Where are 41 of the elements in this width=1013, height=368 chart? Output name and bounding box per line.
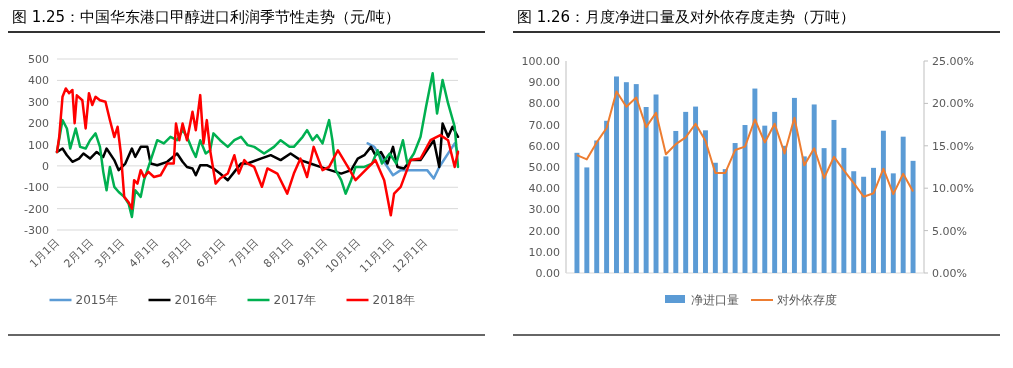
chart-title: 图 1.25：中国华东港口甲醇进口利润季节性走势（元/吨） xyxy=(12,8,401,26)
y-tick-label: 0 xyxy=(42,159,49,173)
legend-label: 净进口量 xyxy=(691,293,739,307)
y-tick-label: 50.00 xyxy=(528,161,560,174)
y-tick-label: 90.00 xyxy=(528,76,560,90)
y-tick-label: 100 xyxy=(28,138,49,152)
x-tick-label: 6月1日 xyxy=(193,235,229,271)
y2-tick-label: 5.00% xyxy=(932,224,967,238)
x-tick-label: 7月1日 xyxy=(226,235,262,271)
x-tick-label: 1月1日 xyxy=(27,235,62,271)
y-tick-label: -100 xyxy=(24,181,49,195)
y-tick-label: 80.00 xyxy=(528,97,560,111)
chart-title: 图 1.26：月度净进口量及对外依存度走势（万吨） xyxy=(517,8,856,26)
y-tick-label: 70.00 xyxy=(528,118,560,132)
y-tick-label: 100.00 xyxy=(521,55,560,68)
legend-label: 2017年 xyxy=(273,293,317,307)
x-tick-label: 8月1日 xyxy=(260,235,296,271)
y-tick-label: -300 xyxy=(24,224,49,237)
legend-label: 对外依存度 xyxy=(777,293,837,307)
y2-tick-label: 10.00% xyxy=(932,182,974,196)
y-tick-label: 0.00 xyxy=(535,267,560,280)
y-tick-label: 300 xyxy=(28,95,49,109)
y-tick-label: 10.00 xyxy=(528,245,560,259)
y2-tick-label: 0.00% xyxy=(932,267,967,280)
y-tick-label: 30.00 xyxy=(528,203,560,217)
y-tick-label: -200 xyxy=(24,202,49,216)
legend-label: 2015年 xyxy=(75,293,119,307)
y2-tick-label: 25.00% xyxy=(932,55,974,68)
y2-tick-label: 20.00% xyxy=(932,97,974,111)
x-tick-label: 4月1日 xyxy=(126,235,162,271)
y-tick-label: 40.00 xyxy=(528,182,560,196)
y-tick-label: 400 xyxy=(28,74,49,88)
y2-tick-label: 15.00% xyxy=(932,139,974,153)
legend-label: 2016年 xyxy=(174,293,218,307)
x-tick-label: 5月1日 xyxy=(159,235,195,271)
y-tick-label: 200 xyxy=(28,117,49,131)
y-tick-label: 500 xyxy=(28,53,49,66)
legend-label: 2018年 xyxy=(372,293,416,307)
y-tick-label: 20.00 xyxy=(528,224,560,238)
y-tick-label: 60.00 xyxy=(528,139,560,153)
x-tick-label: 3月1日 xyxy=(92,235,127,271)
